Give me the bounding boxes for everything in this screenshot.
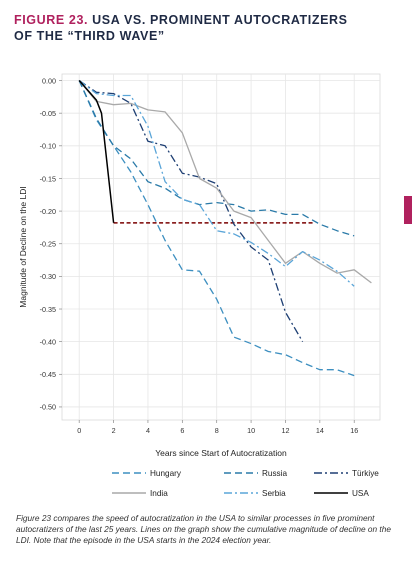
y-tick-label: 0.00 — [42, 76, 56, 85]
x-axis-label: Years since Start of Autocratization — [155, 448, 287, 458]
y-tick-label: -0.05 — [40, 109, 56, 118]
y-tick-label: -0.30 — [40, 272, 56, 281]
x-axis-ticks: 0 2 4 6 8 10 12 14 16 — [77, 420, 358, 435]
series-line-serbia — [78, 79, 355, 287]
line-chart: 0.00 -0.05 -0.10 -0.15 -0.20 -0.25 -0.30 -0.35 -… — [18, 73, 381, 498]
figure-title: FIGURE 23. USA VS. PROMINENT AUTOCRATIZE… — [14, 12, 374, 44]
y-tick-label: -0.10 — [40, 142, 56, 151]
legend-label-hungary: Hungary — [150, 469, 182, 478]
x-tick-label: 2 — [112, 426, 116, 435]
legend-label-india: India — [150, 489, 168, 498]
x-tick-label: 8 — [215, 426, 219, 435]
y-tick-label: -0.45 — [40, 370, 56, 379]
x-tick-label: 12 — [281, 426, 289, 435]
series-lines — [78, 79, 372, 377]
series-line-india — [78, 80, 372, 284]
legend-label-russia: Russia — [262, 469, 287, 478]
legend: Hungary Russia Türkiye India Serbia USA — [112, 469, 379, 498]
plot-panel — [61, 73, 381, 421]
figure-caption: Figure 23 compares the speed of autocrat… — [16, 513, 391, 545]
title-line-1: USA VS. PROMINENT AUTOCRATIZERS — [92, 13, 348, 27]
x-tick-label: 10 — [247, 426, 255, 435]
series-line-hungary — [78, 80, 355, 377]
legend-label-serbia: Serbia — [262, 489, 286, 498]
y-tick-label: -0.35 — [40, 305, 56, 314]
y-tick-label: -0.50 — [40, 403, 56, 412]
legend-label-usa: USA — [352, 489, 369, 498]
series-line-russia — [78, 80, 355, 237]
legend-label-turkiye: Türkiye — [352, 469, 379, 478]
y-tick-label: -0.40 — [40, 337, 56, 346]
series-line-usa — [78, 80, 115, 223]
y-tick-label: -0.25 — [40, 240, 56, 249]
title-line-2: OF THE “THIRD WAVE” — [14, 29, 165, 43]
x-tick-label: 14 — [316, 426, 324, 435]
x-tick-label: 6 — [180, 426, 184, 435]
x-tick-label: 16 — [350, 426, 358, 435]
figure-number: FIGURE 23. — [14, 13, 89, 27]
grid-lines — [62, 74, 380, 420]
y-axis-label: Magnitude of Decline on the LDI — [18, 186, 28, 307]
x-tick-label: 4 — [146, 426, 150, 435]
y-tick-label: -0.15 — [40, 174, 56, 183]
series-line-turkiye — [78, 79, 304, 343]
y-axis-ticks: 0.00 -0.05 -0.10 -0.15 -0.20 -0.25 -0.30 -0.35 -… — [40, 76, 62, 412]
page-accent-tab — [404, 196, 412, 224]
y-tick-label: -0.20 — [40, 207, 56, 216]
x-tick-label: 0 — [77, 426, 81, 435]
